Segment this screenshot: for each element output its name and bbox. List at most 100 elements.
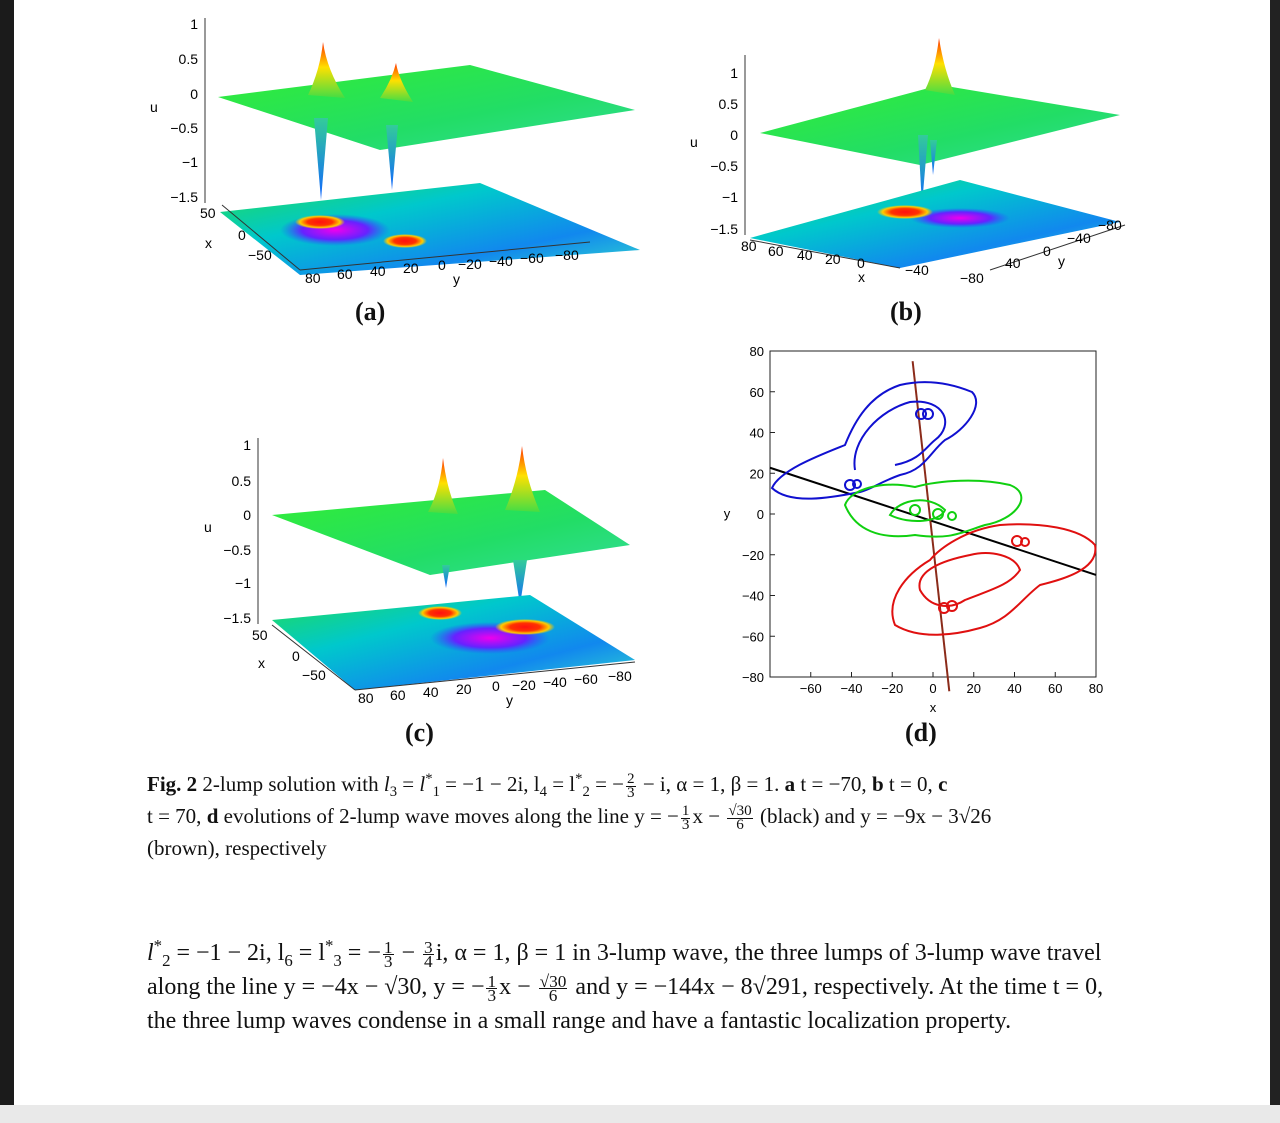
tick-label: −80 — [960, 270, 984, 286]
base-plane — [220, 183, 640, 275]
caption-text: = − — [589, 772, 625, 796]
body-text: − — [395, 940, 422, 966]
u-ticks-c: 1 0.5 0 −0.5 −1 −1.5 — [223, 437, 251, 626]
axis-label-y: y — [724, 506, 731, 521]
axis-label-u: u — [204, 519, 212, 535]
tick-label: −1 — [235, 575, 251, 591]
lump-dip — [386, 125, 398, 190]
body-sup: * — [153, 936, 163, 955]
tick-label: −1.5 — [170, 189, 198, 205]
lump-dip — [930, 140, 937, 175]
tick-label: −60 — [574, 671, 598, 687]
tick-label: −0.5 — [170, 120, 198, 136]
tick-label: 40 — [1007, 681, 1021, 696]
axis-label-x: x — [205, 235, 212, 251]
tick-label: 1 — [190, 16, 198, 32]
caption-text: (black) and y = −9x − 3√26 — [754, 804, 992, 828]
tick-label: −40 — [1067, 230, 1091, 246]
caption-text: = — [397, 772, 420, 796]
tick-label: 0 — [243, 507, 251, 523]
body-sub: 6 — [284, 950, 293, 970]
body-sub: 3 — [333, 950, 342, 970]
tick-label: 1 — [730, 65, 738, 81]
contour-green — [843, 479, 1023, 538]
figure-caption: Fig. 2 2-lump solution with l3 = l*1 = −… — [147, 768, 1135, 864]
top-surface — [218, 65, 635, 150]
axis-x-line — [271, 624, 356, 691]
tick-label: 80 — [1089, 681, 1103, 696]
contour-peak — [418, 606, 462, 620]
tick-label: −40 — [742, 589, 764, 604]
axis-label-x: x — [930, 700, 937, 715]
tick-label: 20 — [456, 681, 472, 697]
caption-math: l — [419, 772, 426, 796]
tick-label: 40 — [797, 247, 813, 263]
tick-label: −60 — [520, 250, 544, 266]
tick-label: −40 — [489, 253, 513, 269]
tick-label: −1 — [182, 154, 198, 170]
tick-label: 0 — [238, 227, 246, 243]
caption-text: x − — [692, 804, 726, 828]
axis-label-u: u — [150, 99, 158, 115]
fraction: √30 6 — [538, 971, 568, 1005]
tick-label: −80 — [555, 247, 579, 263]
tick-label: 60 — [768, 243, 784, 259]
tick-label: 40 — [370, 263, 386, 279]
tick-label: 60 — [337, 266, 353, 282]
tick-label: −40 — [543, 674, 567, 690]
tick-label: 40 — [1005, 255, 1021, 271]
u-ticks-a: 1 0.5 0 −0.5 −1 −1.5 — [170, 16, 198, 205]
caption-text: 2-lump solution with — [197, 772, 384, 796]
tick-label: 0 — [292, 648, 300, 664]
trajectory-lines — [769, 361, 1097, 692]
axis-label-y: y — [453, 271, 460, 287]
contour-red — [891, 523, 1097, 636]
tick-label: 20 — [967, 681, 981, 696]
caption-sub: 1 — [432, 784, 440, 801]
tick-label: −40 — [905, 262, 929, 278]
caption-bold: b — [871, 772, 884, 796]
caption-text: evolutions of 2-lump wave moves along th… — [218, 804, 679, 828]
caption-text: = l — [546, 772, 576, 796]
lump-dip — [442, 565, 450, 588]
figure-label: Fig. 2 — [147, 772, 198, 796]
y-ticks-a: 80 60 40 20 0 −20 −40 −60 −80 — [305, 247, 579, 286]
axis-y-line — [354, 661, 636, 691]
tick-label: 20 — [825, 251, 841, 267]
lump-dip — [513, 560, 527, 605]
tick-label: −80 — [742, 670, 764, 685]
tick-label: −60 — [800, 681, 822, 696]
trajectory-line — [769, 466, 1097, 576]
axis-label-y: y — [1058, 253, 1065, 269]
tick-label: 0 — [1043, 243, 1051, 259]
body-text: x − — [499, 974, 537, 1000]
panel-a: 1 0.5 0 −0.5 −1 −1.5 u 50 0 −50 x 80 60 — [150, 16, 640, 287]
axis-x-line — [221, 204, 301, 271]
tick-label: 80 — [305, 270, 321, 286]
tick-label: 0 — [492, 678, 500, 694]
y-ticks-d: 80 60 40 20 0 −20 −40 −60 −80 — [742, 344, 775, 685]
caption-sub: 3 — [389, 784, 398, 801]
panel-label-d: (d) — [905, 718, 937, 747]
tick-label: 0 — [438, 257, 446, 273]
tick-label: −50 — [248, 247, 272, 263]
lump-peak — [505, 446, 540, 512]
tick-label: −20 — [742, 548, 764, 563]
contour-peak — [877, 205, 933, 219]
tick-label: 80 — [741, 238, 757, 254]
body-math: l — [147, 940, 154, 966]
body-text: = l — [292, 940, 325, 966]
y-ticks-c: 80 60 40 20 0 −20 −40 −60 −80 — [358, 668, 632, 706]
contour-peak — [495, 619, 555, 635]
body-text: = − — [341, 940, 381, 966]
tick-label: 0 — [857, 255, 865, 271]
body-sub: 2 — [162, 950, 171, 970]
tick-label: −0.5 — [223, 542, 251, 558]
tick-label: −50 — [302, 667, 326, 683]
contour-peak — [383, 234, 427, 248]
